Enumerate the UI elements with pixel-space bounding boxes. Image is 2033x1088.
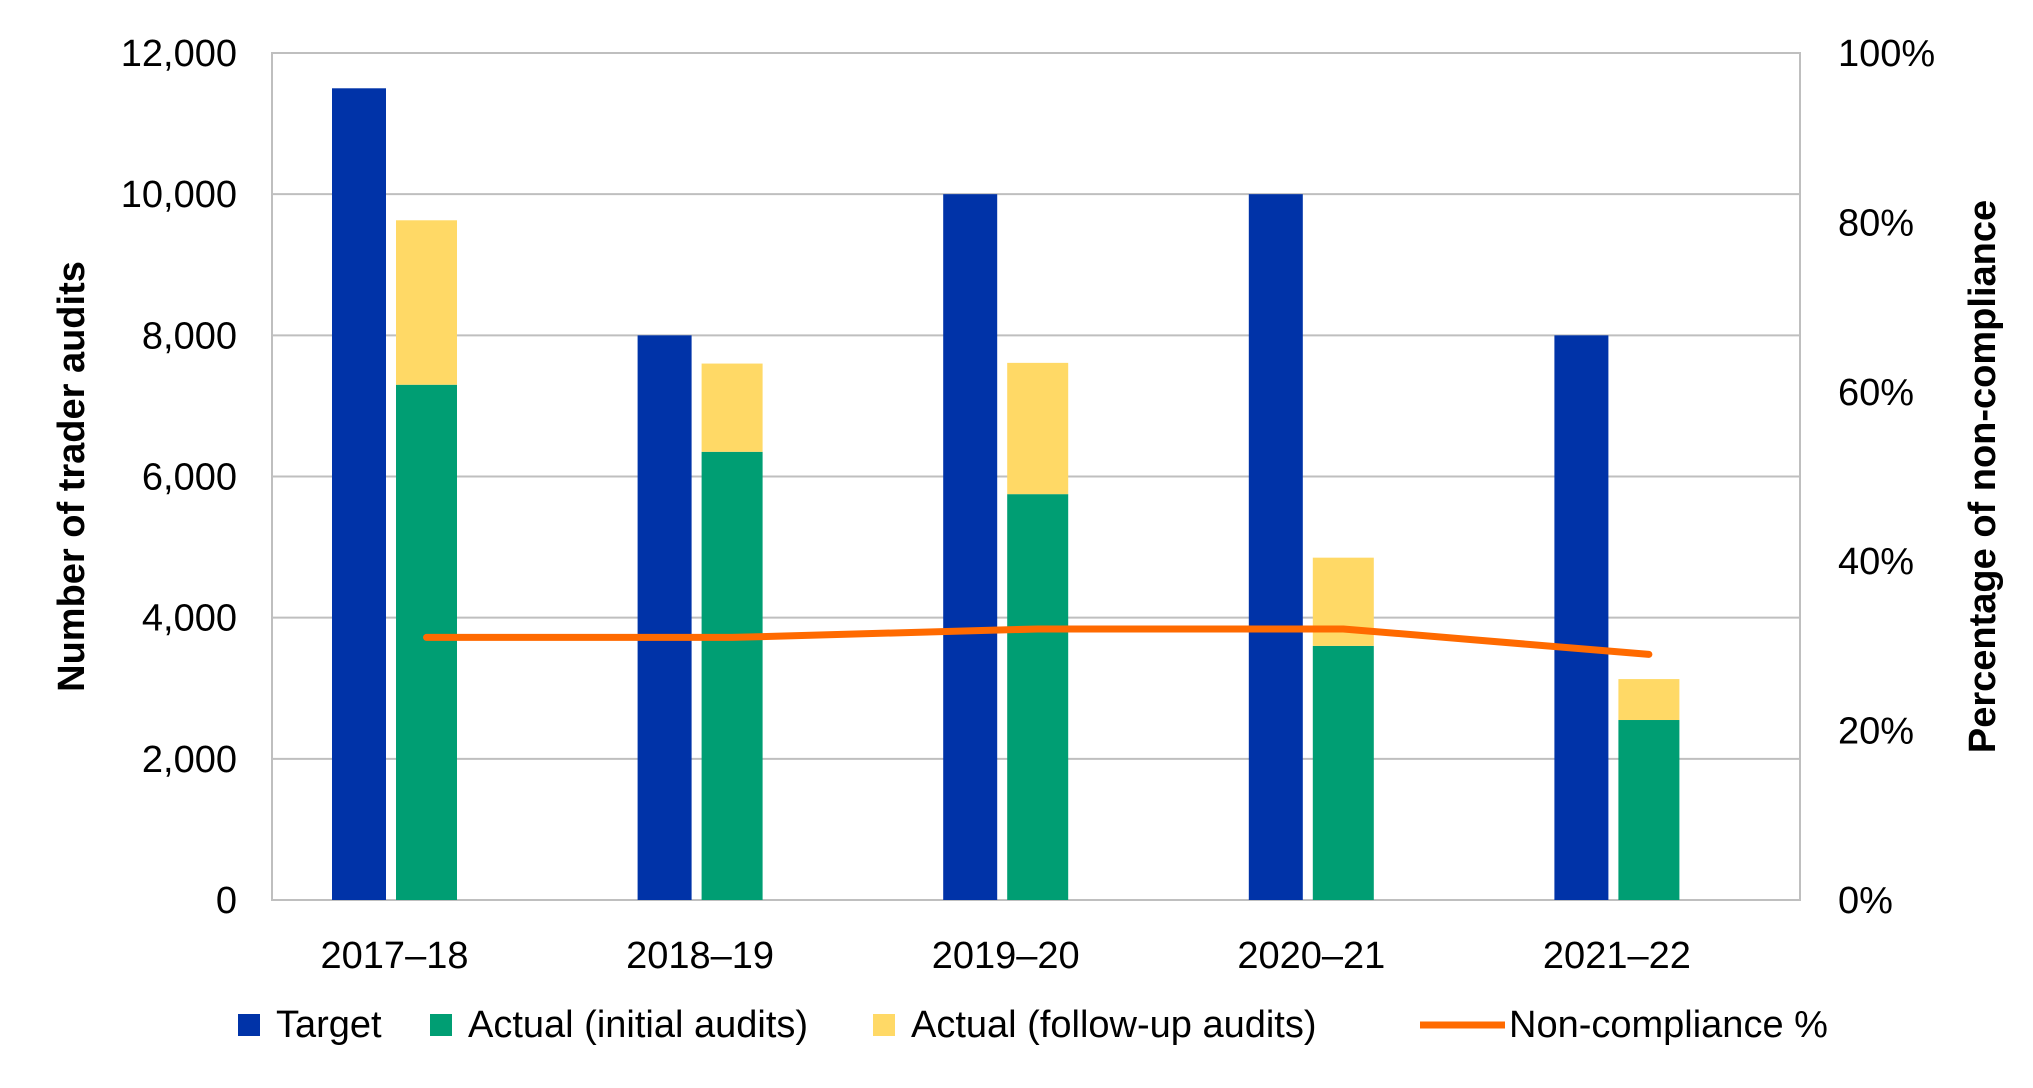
bar-target (943, 194, 997, 900)
y-tick-label: 12,000 (121, 33, 237, 75)
legend-swatch (238, 1014, 260, 1036)
x-tick-label: 2019–20 (932, 935, 1080, 977)
bar-actual-initial (1007, 494, 1068, 900)
legend-label: Actual (initial audits) (468, 1004, 808, 1046)
bar-actual-follow-up (1007, 363, 1068, 494)
y-tick-label: 0 (216, 880, 237, 922)
bar-actual-initial (1313, 646, 1374, 900)
bar-target (1249, 194, 1303, 900)
y-tick-label: 8,000 (142, 315, 237, 357)
legend-swatch (873, 1014, 895, 1036)
bar-actual-follow-up (1618, 679, 1679, 720)
bars-group (332, 88, 1679, 900)
legend-label: Non-compliance % (1509, 1004, 1828, 1046)
y2-tick-label: 100% (1838, 33, 1935, 75)
x-tick-label: 2020–21 (1237, 935, 1385, 977)
y2-tick-label: 80% (1838, 202, 1914, 244)
y2-tick-label: 60% (1838, 372, 1914, 414)
x-tick-label: 2017–18 (321, 935, 469, 977)
x-tick-label: 2018–19 (626, 935, 774, 977)
y2-axis-title: Percentage of non-compliance (1962, 200, 2004, 753)
legend-label: Actual (follow-up audits) (911, 1004, 1317, 1046)
bar-target (332, 88, 386, 900)
bar-actual-follow-up (702, 364, 763, 452)
bar-actual-initial (1618, 720, 1679, 900)
bar-actual-initial (396, 385, 457, 900)
bar-actual-initial (702, 452, 763, 900)
legend: Target Actual (initial audits) Actual (fol… (238, 1004, 1828, 1046)
y-tick-label: 6,000 (142, 457, 237, 499)
y-axis-title: Number of trader audits (51, 261, 93, 692)
y2-tick-label: 20% (1838, 711, 1914, 753)
legend-label: Target (276, 1004, 382, 1046)
y-tick-label: 4,000 (142, 598, 237, 640)
bar-target (1554, 335, 1608, 900)
y2-tick-label: 40% (1838, 541, 1914, 583)
y2-tick-label: 0% (1838, 880, 1893, 922)
y-tick-label: 2,000 (142, 739, 237, 781)
legend-swatch (430, 1014, 452, 1036)
bar-target (638, 335, 692, 900)
y-tick-label: 10,000 (121, 174, 237, 216)
x-tick-label: 2021–22 (1543, 935, 1691, 977)
bar-actual-follow-up (396, 220, 457, 384)
